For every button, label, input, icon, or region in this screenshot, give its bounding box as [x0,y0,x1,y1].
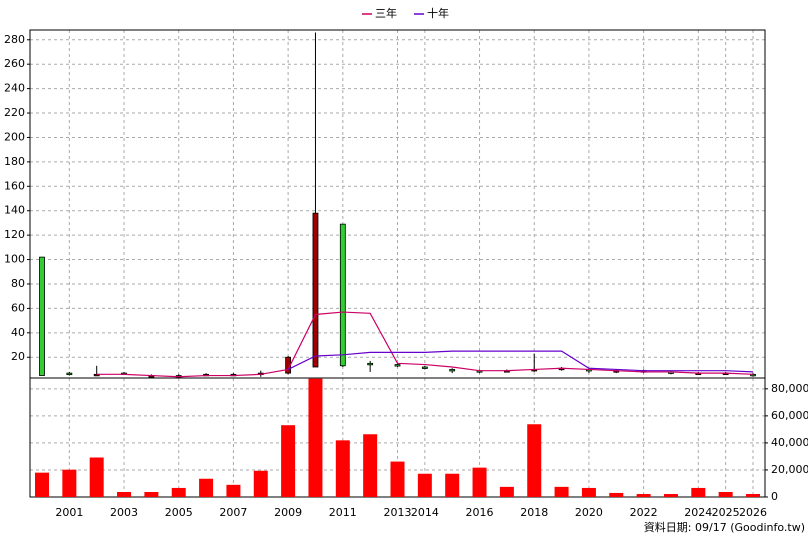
x-tick-label: 2003 [110,506,138,519]
volume-bar [718,491,733,497]
y2-tick-label: 80,000 [771,382,808,395]
legend-label: 十年 [427,6,449,20]
volume-bar [554,486,569,497]
volume-bar [199,478,214,497]
y2-tick-label: 60,000 [771,409,808,422]
candle-body [39,256,45,376]
candle-body [339,223,346,367]
volume-bar [117,491,132,497]
y-tick-label: 60 [11,301,25,314]
volume-bar [281,425,296,497]
line-series [96,311,754,378]
x-tick-label: 2007 [219,506,247,519]
volume-bar [363,434,378,497]
x-tick-label: 2011 [329,506,357,519]
volume-bar [226,484,241,497]
y-tick-label: 80 [11,277,25,290]
y-tick-label: 120 [4,228,25,241]
candle-body [394,364,401,367]
volume-bar [308,378,323,497]
y-tick-label: 260 [4,57,25,70]
volume-bar [144,491,159,497]
volume-bar [35,472,49,497]
y2-tick-label: 0 [771,490,778,503]
volume-bar [171,487,186,497]
candle-body [66,372,73,376]
volume-bar [691,487,706,497]
x-tick-label: 2026 [739,506,767,519]
x-tick-label: 2024 [684,506,712,519]
x-tick-label: 2014 [411,506,439,519]
volume-bar [527,424,542,497]
x-tick-label: 2009 [274,506,302,519]
y-tick-label: 20 [11,350,25,363]
y-tick-label: 40 [11,326,25,339]
x-tick-label: 2016 [466,506,494,519]
y-tick-label: 180 [4,155,25,168]
line-series [287,350,754,373]
volume-bar [581,487,596,497]
volume-bar [445,473,460,497]
x-tick-label: 2022 [630,506,658,519]
y-tick-label: 280 [4,33,25,46]
legend-label: 三年 [375,6,397,20]
volume-bar [417,473,432,497]
candle-body [421,366,428,369]
volume-bar [62,469,77,497]
x-tick-label: 2013 [384,506,412,519]
y2-tick-label: 40,000 [771,436,808,449]
volume-bar [472,467,487,497]
volume-bar [499,486,514,497]
candle-body [312,212,319,368]
y-tick-label: 200 [4,130,25,143]
y2-tick-label: 20,000 [771,463,808,476]
volume-bar [335,440,350,497]
x-tick-label: 2025 [712,506,740,519]
x-tick-label: 2018 [520,506,548,519]
candle-body [449,369,456,372]
y-tick-label: 220 [4,106,25,119]
y-tick-label: 160 [4,179,25,192]
y-tick-label: 240 [4,82,25,95]
volume-bar [390,461,405,497]
x-tick-label: 2020 [575,506,603,519]
volume-bar [636,494,651,497]
y-tick-label: 140 [4,204,25,217]
footer: 資料日期: 09/17 (Goodinfo.tw) [644,520,805,534]
candle-body [367,362,374,366]
y-tick-label: 100 [4,253,25,266]
volume-bar [609,492,624,497]
volume-bar [253,470,268,497]
volume-bar [746,494,760,497]
volume-bar [89,457,104,497]
x-tick-label: 2005 [165,506,193,519]
volume-bar [663,494,678,497]
x-tick-label: 2001 [55,506,83,519]
